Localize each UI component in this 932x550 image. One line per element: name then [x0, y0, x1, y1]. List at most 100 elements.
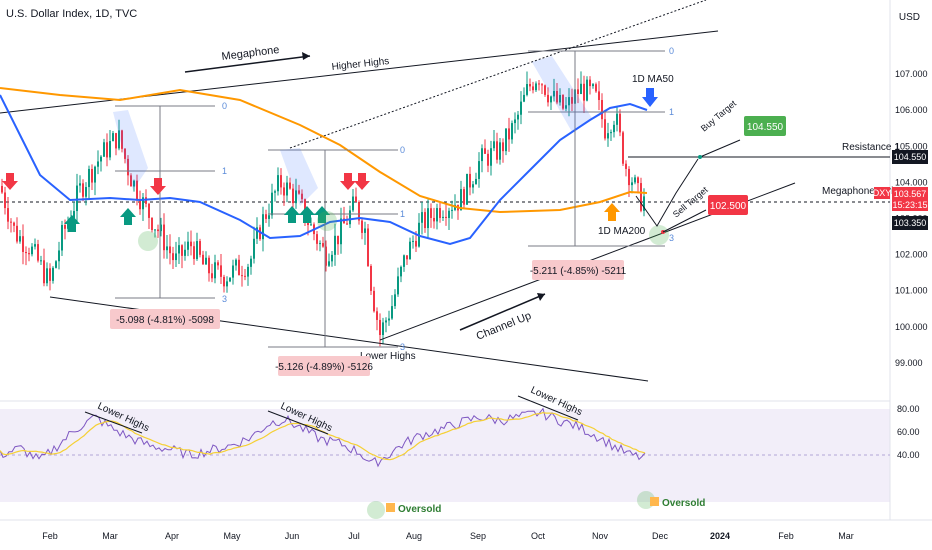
candle-body — [271, 192, 273, 216]
candle-body — [592, 84, 594, 87]
candle-body — [403, 255, 405, 267]
candle-body — [415, 240, 417, 247]
candle-body — [175, 253, 177, 261]
candle-body — [241, 275, 243, 277]
candle-body — [166, 246, 168, 251]
candle-body — [433, 217, 435, 222]
candle-body — [562, 94, 564, 109]
candle-body — [124, 148, 126, 159]
candle-body — [373, 290, 375, 312]
candle-body — [76, 185, 78, 212]
candle-body — [394, 294, 396, 307]
candle-body — [334, 235, 336, 255]
candle-body — [499, 142, 501, 160]
ma50-line — [0, 94, 648, 246]
candle-body — [598, 91, 600, 101]
candle-body — [244, 275, 246, 277]
ma200-arrow-icon — [604, 203, 620, 221]
candle-body — [484, 148, 486, 154]
candle-body — [328, 261, 330, 266]
candle-body — [121, 130, 123, 149]
price-label-countdown: 15:23:15 — [892, 200, 927, 210]
candle-body — [319, 243, 321, 245]
ma200-label: 1D MA200 — [598, 226, 646, 237]
candle-body — [46, 268, 48, 284]
candle-body — [364, 228, 366, 233]
candle-body — [601, 100, 603, 120]
candle-body — [103, 142, 105, 157]
candle-body — [607, 133, 609, 139]
candle-body — [109, 141, 111, 158]
drop-label-3: -5.211 (-4.85%) -5211 — [530, 266, 627, 277]
candle-body — [136, 180, 138, 201]
price-label-resistance: 104.550 — [894, 152, 927, 162]
fib-tool-1 — [115, 105, 215, 299]
candle-body — [622, 132, 624, 164]
candle-body — [316, 234, 318, 244]
candle-body — [82, 183, 84, 197]
candle-body — [127, 158, 129, 176]
candle-body — [256, 227, 258, 239]
time-tick: May — [223, 531, 241, 541]
candle-body — [325, 246, 327, 266]
candle-body — [511, 123, 513, 140]
highlight-3 — [532, 56, 592, 132]
candle-body — [616, 113, 618, 125]
drop-label-2: -5.126 (-4.89%) -5126 — [275, 362, 373, 373]
price-tick: 102.000 — [895, 250, 928, 260]
candle-body — [322, 243, 324, 247]
candle-body — [439, 208, 441, 218]
candle-body — [229, 277, 231, 282]
candle-body — [88, 168, 90, 188]
drop-label-1: -5.098 (-4.81%) -5098 — [116, 315, 214, 326]
chart-title: U.S. Dollar Index, 1D, TVC — [6, 8, 138, 20]
candle-body — [613, 124, 615, 133]
rsi-tick: 60.00 — [897, 427, 920, 437]
candle-body — [16, 225, 18, 242]
candle-body — [214, 262, 216, 279]
candle-body — [118, 130, 120, 149]
candle-body — [349, 210, 351, 225]
candle-body — [64, 225, 66, 229]
candle-body — [442, 216, 444, 218]
fib-1-c: 1 — [669, 107, 674, 117]
candle-body — [523, 94, 525, 102]
time-tick: Apr — [165, 531, 179, 541]
candle-body — [520, 101, 522, 115]
candle-body — [292, 188, 294, 204]
candle-body — [628, 168, 630, 186]
candle-body — [586, 79, 588, 101]
candle-body — [43, 260, 45, 284]
candle-body — [580, 83, 582, 95]
candle-body — [259, 227, 261, 240]
candles — [1, 71, 645, 347]
candle-body — [265, 214, 267, 219]
candle-body — [478, 161, 480, 179]
candle-body — [538, 83, 540, 85]
candle-body — [172, 253, 174, 261]
projection-path — [635, 158, 699, 227]
candle-body — [211, 273, 213, 279]
candle-body — [79, 183, 81, 186]
time-tick: Aug — [406, 531, 422, 541]
candle-body — [436, 208, 438, 222]
candle-body — [553, 90, 555, 97]
fib-tool-3 — [528, 50, 665, 247]
candle-body — [73, 211, 75, 220]
candle-body — [397, 276, 399, 295]
candle-body — [406, 255, 408, 260]
time-tick: Dec — [652, 531, 669, 541]
candle-body — [193, 246, 195, 259]
candle-body — [190, 241, 192, 247]
candle-body — [115, 133, 117, 149]
candle-body — [487, 153, 489, 166]
rsi-line — [0, 407, 646, 468]
time-tick: Sep — [470, 531, 486, 541]
candle-body — [112, 133, 114, 142]
sell-target-value: 102.500 — [710, 201, 747, 212]
sell-arrow-icon — [340, 173, 356, 190]
candle-body — [421, 212, 423, 223]
candle-body — [532, 86, 534, 91]
candle-body — [307, 221, 309, 226]
